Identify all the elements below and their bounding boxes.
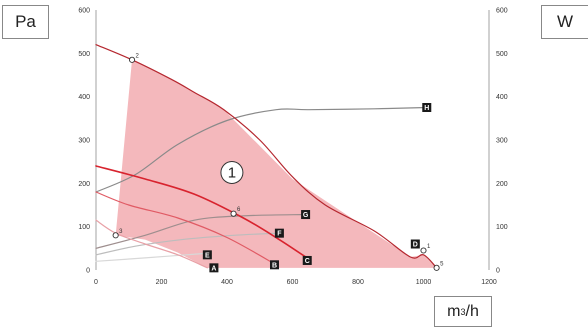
x-unit-label: m 3/h bbox=[434, 296, 492, 327]
y-left-tick-label: 0 bbox=[86, 268, 90, 275]
series-line-D bbox=[95, 44, 438, 269]
y-left-unit-text: Pa bbox=[15, 12, 36, 31]
series-tag-E: E bbox=[205, 252, 210, 259]
operating-point-label-5: 5 bbox=[440, 261, 444, 267]
x-tick-label: 400 bbox=[221, 279, 233, 286]
series-tag-box-E bbox=[202, 250, 212, 260]
y-right-tick-label: 400 bbox=[496, 94, 508, 101]
y-right-unit-text: W bbox=[556, 12, 574, 31]
y-left-tick-label: 600 bbox=[78, 8, 90, 15]
series-tag-D: D bbox=[413, 242, 418, 249]
series-tag-G: G bbox=[303, 212, 309, 219]
series-line-A bbox=[95, 219, 208, 269]
y-left-tick-label: 400 bbox=[78, 94, 90, 101]
y-right-unit-label: W bbox=[541, 5, 588, 39]
y-right-tick-label: 200 bbox=[496, 181, 508, 188]
y-right-tick-label: 500 bbox=[496, 51, 508, 58]
x-tick-label: 1000 bbox=[416, 279, 432, 286]
series-tag-box-D bbox=[410, 239, 420, 249]
y-right-tick-label: 300 bbox=[496, 138, 508, 145]
series-line-E bbox=[95, 252, 205, 262]
series-tag-box-G bbox=[301, 210, 311, 220]
zone-marker-label: 1 bbox=[228, 165, 236, 182]
zone-marker-circle bbox=[220, 161, 244, 184]
series-tag-C: C bbox=[305, 258, 310, 265]
y-left-tick-label: 300 bbox=[78, 138, 90, 145]
series-tag-B: B bbox=[272, 262, 277, 269]
series-line-H bbox=[95, 106, 428, 193]
series-tag-box-B bbox=[269, 260, 279, 270]
y-left-tick-label: 100 bbox=[78, 224, 90, 231]
operating-zone bbox=[115, 59, 437, 268]
series-line-C bbox=[95, 165, 310, 260]
x-unit-tail: /h bbox=[465, 302, 479, 320]
series-tag-box-C bbox=[302, 255, 312, 265]
series-tag-H: H bbox=[424, 105, 429, 112]
operating-point-6 bbox=[230, 210, 237, 217]
y-left-tick-label: 500 bbox=[78, 51, 90, 58]
x-unit-base: m bbox=[447, 302, 461, 320]
x-tick-label: 1200 bbox=[481, 279, 497, 286]
operating-point-3 bbox=[112, 232, 119, 239]
operating-point-label-6: 6 bbox=[237, 207, 241, 213]
series-tag-F: F bbox=[277, 231, 282, 238]
x-unit-sup: 3 bbox=[460, 306, 466, 317]
y-left-unit-label: Pa bbox=[2, 5, 49, 39]
series-tag-A: A bbox=[211, 265, 216, 272]
operating-point-1 bbox=[420, 247, 427, 254]
series-line-B bbox=[95, 191, 277, 266]
x-tick-label: 200 bbox=[156, 279, 168, 286]
series-tag-box-H bbox=[422, 103, 432, 112]
y-left-tick-label: 200 bbox=[78, 181, 90, 188]
operating-point-label-3: 3 bbox=[119, 229, 123, 235]
operating-point-label-1: 1 bbox=[427, 244, 431, 250]
series-line-F bbox=[95, 232, 280, 256]
y-right-tick-label: 100 bbox=[496, 224, 508, 231]
series-line-G bbox=[95, 213, 307, 249]
x-tick-label: 0 bbox=[94, 279, 98, 286]
series-tag-box-A bbox=[209, 263, 219, 273]
y-right-tick-label: 600 bbox=[496, 8, 508, 15]
x-tick-label: 800 bbox=[352, 279, 364, 286]
x-tick-label: 600 bbox=[287, 279, 299, 286]
y-right-tick-label: 0 bbox=[496, 268, 500, 275]
operating-point-5 bbox=[433, 264, 440, 271]
operating-point-label-2: 2 bbox=[136, 53, 140, 59]
series-tag-box-F bbox=[274, 228, 284, 238]
operating-point-2 bbox=[128, 56, 136, 63]
